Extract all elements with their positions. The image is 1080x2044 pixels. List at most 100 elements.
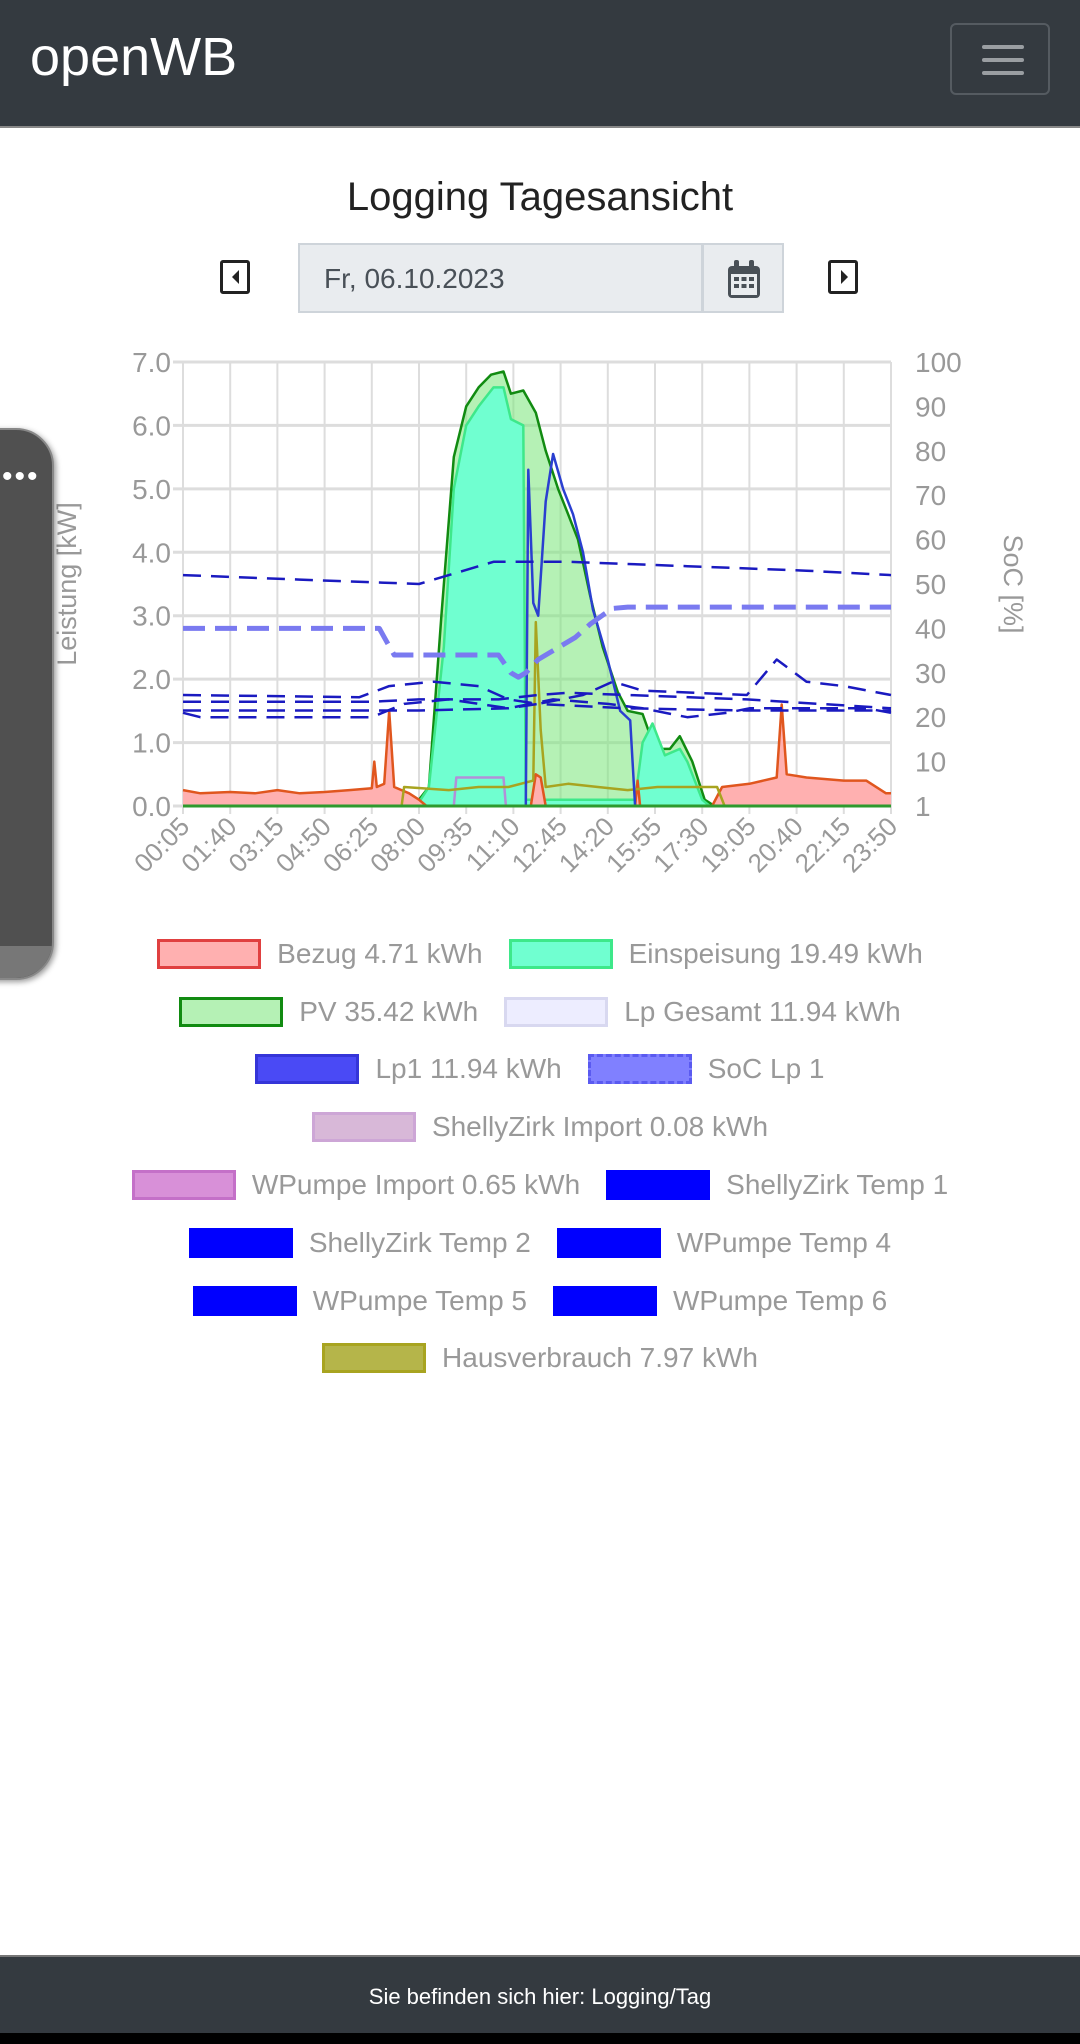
legend-label: SoC Lp 1 [707,1053,825,1085]
brand-logo[interactable]: openWB [30,27,238,87]
series-line-shellyzirk-temp-1 [182,560,892,586]
legend-label: WPumpe Import 0.65 kWh [251,1169,581,1201]
system-bar [0,2033,1080,2044]
hamburger-icon [982,45,1024,49]
y-left-tick-label: 1.0 [132,728,171,759]
y-right-tick-label: 60 [915,525,946,556]
y-right-tick-label: 100 [915,347,962,378]
legend-label: ShellyZirk Temp 1 [726,1169,949,1201]
y-left-tick-label: 7.0 [132,347,171,378]
legend-item[interactable]: ShellyZirk Temp 1 [606,1169,948,1201]
legend-row: Bezug 4.71 kWh Einspeisung 19.49 kWh [0,925,1080,983]
series-line-einspeisung-19-49-kwh [183,386,891,808]
legend-item[interactable]: Einspeisung 19.49 kWh [508,937,923,970]
series-area-bezug-4-71-kwh [183,704,891,806]
y-right-tick-label: 10 [915,747,946,778]
legend-label: WPumpe Temp 5 [312,1284,527,1316]
legend-swatch [311,1112,416,1143]
y-left-tick-label: 6.0 [132,410,171,441]
y-left-tick-label: 3.0 [132,601,171,632]
y-right-tick-label: 1 [915,791,931,822]
legend-label: PV 35.42 kWh [299,995,479,1027]
chart[interactable]: 0.0 1.0 2.0 3.0 4.0 5.0 6.0 7.0 1 10 20 30 40 50 60 70 8… [0,340,1080,920]
widget-bottom-bar [0,946,52,978]
legend-item[interactable]: PV 35.42 kWh [179,996,478,1028]
legend-swatch [606,1170,711,1201]
hamburger-icon [982,71,1024,75]
legend-row: Hausverbrauch 7.97 kWh [0,1330,1080,1388]
legend-item[interactable]: WPumpe Import 0.65 kWh [131,1169,581,1201]
legend-swatch [131,1170,236,1201]
y-right-tick-label: 70 [915,480,946,511]
hamburger-icon [982,58,1024,62]
calendar-icon [728,260,760,298]
y-right-tick-label: 80 [915,436,946,467]
legend-swatch [587,1054,692,1085]
series-line-wpumpe-temp-6 [182,698,892,719]
legend-swatch [179,996,284,1027]
y-left-tick-label: 5.0 [132,474,171,505]
more-icon[interactable]: ••• [2,460,40,493]
footer: Sie befinden sich hier: Logging/Tag [0,1955,1080,2033]
legend-row: PV 35.42 kWh Lp Gesamt 11.94 kWh [0,983,1080,1041]
series-line-lp1-11-94-kwh [183,452,891,808]
y-right-tick-label: 30 [915,658,946,689]
caret-right-icon [841,270,848,284]
legend-item[interactable]: SoC Lp 1 [587,1053,825,1085]
legend-swatch [556,1227,661,1258]
chart-legend: Bezug 4.71 kWh Einspeisung 19.49 kWh PV 35… [0,925,1080,1387]
y-right-tick-label: 50 [915,569,946,600]
floating-side-widget[interactable]: ••• [0,428,54,980]
legend-label: Lp Gesamt 11.94 kWh [624,995,901,1027]
y-axis-title-left: Leistung [kW] [52,502,82,666]
date-input[interactable]: Fr, 06.10.2023 [298,243,703,313]
y-right-tick-label: 90 [915,391,946,422]
legend-swatch [508,938,613,969]
legend-swatch [157,938,262,969]
x-tick-label: 09:35 [411,811,478,878]
legend-row: WPumpe Import 0.65 kWh ShellyZirk Temp 1 [0,1156,1080,1214]
legend-label: Bezug 4.71 kWh [277,937,483,969]
legend-row: ShellyZirk Temp 2 WPumpe Temp 4 [0,1214,1080,1272]
legend-label: Einspeisung 19.49 kWh [628,937,923,969]
legend-item[interactable]: Lp Gesamt 11.94 kWh [504,996,901,1028]
series-line-pv-35-42-kwh [183,370,891,808]
y-left-tick-label: 4.0 [132,537,171,568]
legend-label: ShellyZirk Temp 2 [308,1226,531,1258]
x-tick-label: 23:50 [836,811,903,878]
legend-label: WPumpe Temp 4 [676,1226,892,1258]
prev-day-button[interactable] [220,260,250,294]
legend-row: ShellyZirk Import 0.08 kWh [0,1098,1080,1156]
legend-swatch [322,1343,427,1374]
legend-swatch [553,1285,657,1316]
caret-left-icon [232,270,239,284]
legend-item[interactable]: Bezug 4.71 kWh [157,937,483,970]
next-day-button[interactable] [828,260,858,294]
legend-item[interactable]: WPumpe Temp 5 [192,1284,527,1317]
legend-swatch [188,1227,293,1258]
series-line-hausverbrauch-7-97-kwh [183,620,891,808]
legend-row: Lp1 11.94 kWh SoC Lp 1 [0,1041,1080,1099]
legend-item[interactable]: Lp1 11.94 kWh [255,1053,562,1085]
legend-label: WPumpe Temp 6 [673,1284,888,1316]
calendar-button[interactable] [702,243,784,313]
y-right-tick-label: 20 [915,702,946,733]
legend-item[interactable]: ShellyZirk Temp 2 [188,1226,531,1259]
legend-swatch [255,1054,360,1085]
series-area-pv-35-42-kwh [183,371,891,806]
menu-toggle-button[interactable] [950,23,1050,95]
legend-item[interactable]: WPumpe Temp 6 [553,1285,887,1317]
legend-item[interactable]: WPumpe Temp 4 [556,1226,892,1259]
legend-item[interactable]: ShellyZirk Import 0.08 kWh [311,1111,769,1143]
breadcrumb: Sie befinden sich hier: Logging/Tag [368,1984,712,2009]
legend-swatch [504,996,609,1027]
y-left-tick-label: 2.0 [132,664,171,695]
legend-label: Hausverbrauch 7.97 kWh [442,1342,758,1374]
legend-label: Lp1 11.94 kWh [375,1053,562,1085]
legend-item[interactable]: Hausverbrauch 7.97 kWh [322,1342,758,1374]
navbar: openWB [0,0,1080,128]
legend-label: ShellyZirk Import 0.08 kWh [431,1111,769,1143]
series-line-shellyzirk-temp-2 [182,658,892,706]
y-right-tick-label: 40 [915,613,946,644]
y-left-tick-label: 0.0 [132,791,171,822]
